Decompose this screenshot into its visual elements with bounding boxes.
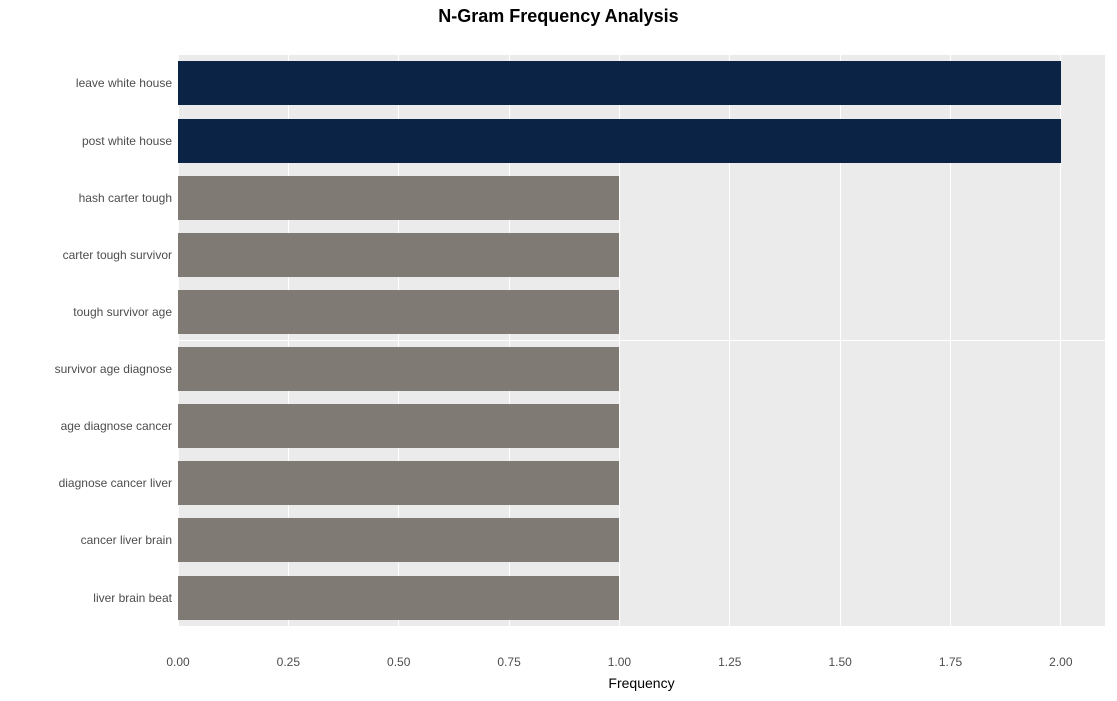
- bar: [178, 347, 619, 391]
- x-tick-label: 0.50: [387, 655, 410, 669]
- chart-panel: [178, 36, 1105, 645]
- y-tick-label: tough survivor age: [0, 305, 172, 319]
- y-tick-label: carter tough survivor: [0, 248, 172, 262]
- y-tick-label: survivor age diagnose: [0, 362, 172, 376]
- bar: [178, 119, 1061, 163]
- x-tick-label: 0.25: [277, 655, 300, 669]
- y-tick-label: leave white house: [0, 76, 172, 90]
- bar: [178, 61, 1061, 105]
- y-tick-label: liver brain beat: [0, 591, 172, 605]
- y-tick-label: post white house: [0, 134, 172, 148]
- x-tick-label: 0.75: [497, 655, 520, 669]
- y-tick-label: cancer liver brain: [0, 533, 172, 547]
- bar: [178, 518, 619, 562]
- y-tick-label: diagnose cancer liver: [0, 476, 172, 490]
- x-axis-title: Frequency: [178, 675, 1105, 691]
- x-tick-label: 1.75: [939, 655, 962, 669]
- chart-title: N-Gram Frequency Analysis: [0, 6, 1117, 27]
- bar: [178, 404, 619, 448]
- bar: [178, 233, 619, 277]
- y-tick-label: hash carter tough: [0, 191, 172, 205]
- bar: [178, 576, 619, 620]
- x-tick-label: 1.50: [828, 655, 851, 669]
- bar: [178, 176, 619, 220]
- x-tick-label: 1.00: [608, 655, 631, 669]
- x-tick-label: 1.25: [718, 655, 741, 669]
- bar: [178, 461, 619, 505]
- y-tick-label: age diagnose cancer: [0, 419, 172, 433]
- bar: [178, 290, 619, 334]
- x-tick-label: 0.00: [166, 655, 189, 669]
- plot-area: [178, 36, 1105, 645]
- x-tick-label: 2.00: [1049, 655, 1072, 669]
- ngram-chart: N-Gram Frequency Analysis Frequency leav…: [0, 0, 1117, 701]
